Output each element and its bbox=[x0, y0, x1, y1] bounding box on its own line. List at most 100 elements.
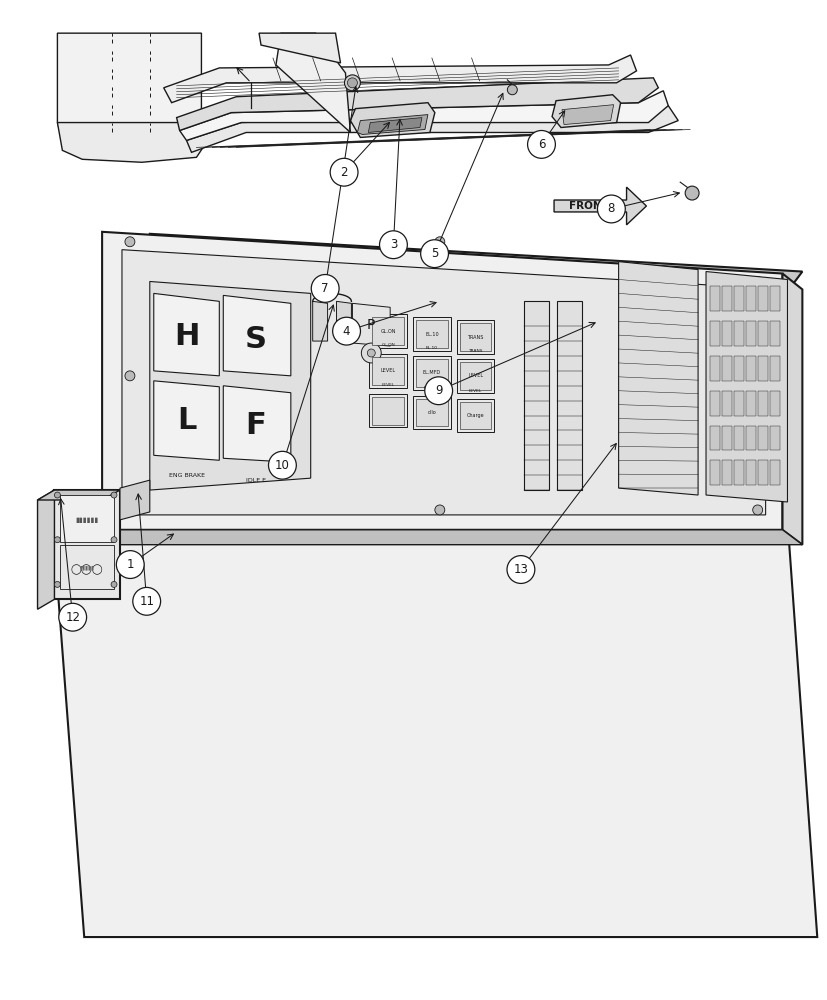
Polygon shape bbox=[757, 391, 767, 416]
Polygon shape bbox=[415, 399, 447, 426]
Polygon shape bbox=[745, 356, 755, 381]
Polygon shape bbox=[164, 55, 636, 103]
Polygon shape bbox=[721, 321, 731, 346]
Polygon shape bbox=[52, 490, 786, 520]
Circle shape bbox=[125, 371, 135, 381]
Polygon shape bbox=[553, 187, 646, 225]
Polygon shape bbox=[57, 123, 206, 162]
Polygon shape bbox=[154, 381, 219, 460]
Text: 2: 2 bbox=[340, 166, 347, 179]
Circle shape bbox=[752, 505, 762, 515]
Text: ollo: ollo bbox=[427, 410, 436, 415]
Polygon shape bbox=[523, 301, 548, 490]
Circle shape bbox=[111, 492, 117, 498]
Polygon shape bbox=[757, 460, 767, 485]
Polygon shape bbox=[745, 426, 755, 450]
Text: ◯◯◯: ◯◯◯ bbox=[71, 564, 103, 575]
Circle shape bbox=[367, 349, 375, 357]
Text: LEVEL: LEVEL bbox=[381, 383, 394, 387]
Text: F: F bbox=[246, 411, 266, 440]
Text: LEVEL: LEVEL bbox=[467, 373, 483, 378]
Polygon shape bbox=[757, 426, 767, 450]
Polygon shape bbox=[745, 321, 755, 346]
Polygon shape bbox=[120, 480, 150, 520]
Text: 1: 1 bbox=[127, 558, 134, 571]
Text: TRANS: TRANS bbox=[466, 335, 483, 340]
Polygon shape bbox=[768, 321, 778, 346]
Text: L: L bbox=[177, 406, 196, 435]
Polygon shape bbox=[413, 396, 450, 429]
Text: 4: 4 bbox=[342, 325, 350, 338]
Circle shape bbox=[361, 343, 380, 363]
Polygon shape bbox=[733, 286, 743, 311]
Text: ▮▮▮▮▮: ▮▮▮▮▮ bbox=[79, 565, 94, 570]
Polygon shape bbox=[721, 426, 731, 450]
Polygon shape bbox=[733, 321, 743, 346]
Polygon shape bbox=[733, 356, 743, 381]
Circle shape bbox=[311, 275, 339, 302]
Polygon shape bbox=[709, 426, 719, 450]
Polygon shape bbox=[721, 286, 731, 311]
Polygon shape bbox=[102, 530, 801, 545]
Text: S: S bbox=[245, 325, 267, 354]
Text: 11: 11 bbox=[139, 595, 154, 608]
Polygon shape bbox=[52, 520, 816, 937]
Circle shape bbox=[507, 85, 517, 95]
Circle shape bbox=[55, 492, 60, 498]
Circle shape bbox=[332, 317, 360, 345]
Circle shape bbox=[434, 505, 444, 515]
Text: ▮▮▮▮▮▮: ▮▮▮▮▮▮ bbox=[75, 517, 98, 523]
Polygon shape bbox=[413, 356, 450, 390]
Polygon shape bbox=[372, 317, 404, 345]
Text: P: P bbox=[366, 318, 375, 332]
Polygon shape bbox=[415, 359, 447, 387]
Polygon shape bbox=[313, 301, 327, 341]
Polygon shape bbox=[369, 394, 407, 427]
Polygon shape bbox=[150, 281, 310, 490]
Polygon shape bbox=[768, 356, 778, 381]
Polygon shape bbox=[709, 286, 719, 311]
Text: FRONT: FRONT bbox=[568, 201, 608, 211]
Circle shape bbox=[59, 603, 87, 631]
Text: EL.MFD: EL.MFD bbox=[423, 370, 441, 375]
Polygon shape bbox=[768, 286, 778, 311]
Text: 7: 7 bbox=[321, 282, 328, 295]
Circle shape bbox=[506, 556, 534, 583]
Text: 5: 5 bbox=[430, 247, 437, 260]
Circle shape bbox=[379, 231, 407, 259]
Polygon shape bbox=[57, 33, 201, 154]
Polygon shape bbox=[757, 286, 767, 311]
Polygon shape bbox=[179, 91, 667, 140]
Circle shape bbox=[125, 237, 135, 247]
Polygon shape bbox=[721, 460, 731, 485]
Polygon shape bbox=[55, 490, 120, 599]
Polygon shape bbox=[557, 301, 581, 490]
Polygon shape bbox=[37, 490, 55, 609]
Text: EL.10: EL.10 bbox=[424, 332, 438, 337]
Text: EL.MFD: EL.MFD bbox=[423, 386, 439, 390]
Polygon shape bbox=[733, 460, 743, 485]
Circle shape bbox=[527, 130, 555, 158]
Circle shape bbox=[752, 277, 762, 286]
Polygon shape bbox=[259, 33, 340, 63]
Polygon shape bbox=[60, 495, 114, 542]
Circle shape bbox=[434, 237, 444, 247]
Polygon shape bbox=[757, 356, 767, 381]
Polygon shape bbox=[552, 95, 620, 128]
Polygon shape bbox=[745, 460, 755, 485]
Text: 10: 10 bbox=[275, 459, 289, 472]
Polygon shape bbox=[733, 391, 743, 416]
Polygon shape bbox=[37, 490, 120, 500]
Circle shape bbox=[344, 75, 360, 91]
Text: 13: 13 bbox=[513, 563, 528, 576]
Polygon shape bbox=[372, 357, 404, 385]
Polygon shape bbox=[768, 460, 778, 485]
Polygon shape bbox=[757, 321, 767, 346]
Circle shape bbox=[597, 195, 624, 223]
Circle shape bbox=[420, 240, 448, 268]
Polygon shape bbox=[60, 545, 114, 589]
Circle shape bbox=[132, 587, 160, 615]
Polygon shape bbox=[618, 262, 697, 495]
Circle shape bbox=[111, 581, 117, 587]
Polygon shape bbox=[352, 303, 390, 346]
